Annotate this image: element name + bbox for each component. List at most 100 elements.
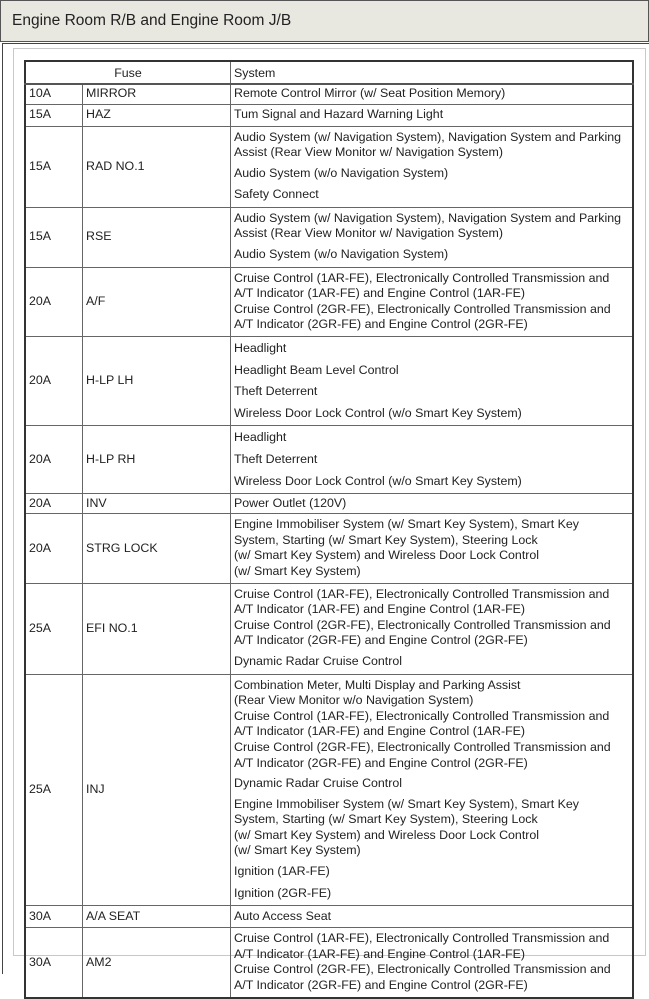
section-header: Engine Room R/B and Engine Room J/B bbox=[0, 0, 649, 42]
fuse-name: INJ bbox=[82, 673, 231, 907]
fuse-amperage: 20A bbox=[24, 425, 83, 495]
fuse-system: Engine Immobiliser System (w/ Smart Key … bbox=[230, 513, 634, 584]
system-line: (w/ Smart Key System) bbox=[234, 843, 361, 858]
table-row: 25A INJ Combination Meter, Multi Display a… bbox=[24, 673, 634, 907]
system-entry: Audio System (w/o Navigation System) bbox=[234, 244, 629, 266]
system-line: A/T Indicator (1AR-FE) and Engine Contro… bbox=[234, 946, 526, 961]
system-entry: Cruise Control (1AR-FE), Electronically … bbox=[234, 585, 629, 651]
system-entry: Audio System (w/ Navigation System), Nav… bbox=[234, 209, 629, 244]
fuse-system: Headlight Theft Deterrent Wireless Door Lo… bbox=[230, 425, 634, 495]
system-line: Cruise Control (1AR-FE), Electronically … bbox=[234, 931, 610, 946]
fuse-amperage: 25A bbox=[24, 582, 83, 675]
system-line: Power Outlet (120V) bbox=[234, 495, 347, 510]
system-line: Tum Signal and Hazard Warning Light bbox=[234, 107, 444, 122]
system-entry: Cruise Control (1AR-FE), Electronically … bbox=[234, 929, 629, 995]
system-line: (w/ Smart Key System) and Wireless Door … bbox=[234, 548, 540, 563]
system-line: A/T Indicator (1AR-FE) and Engine Contro… bbox=[234, 724, 526, 739]
content-panel bbox=[2, 43, 649, 974]
system-entry: Ignition (1AR-FE) bbox=[234, 861, 629, 883]
section-title: Engine Room R/B and Engine Room J/B bbox=[12, 12, 292, 29]
fuse-name: MIRROR bbox=[82, 83, 231, 105]
fuse-name: H-LP LH bbox=[82, 336, 231, 427]
system-line: Cruise Control (2GR-FE), Electronically … bbox=[234, 301, 611, 316]
system-line: A/T Indicator (2GR-FE) and Engine Contro… bbox=[234, 978, 528, 993]
system-entry: Tum Signal and Hazard Warning Light bbox=[234, 107, 629, 123]
system-line: Safety Connect bbox=[234, 187, 319, 202]
system-line: A/T Indicator (2GR-FE) and Engine Contro… bbox=[234, 633, 528, 648]
system-line: Ignition (1AR-FE) bbox=[234, 864, 330, 879]
fuse-amperage: 20A bbox=[24, 513, 83, 584]
system-line: Engine Immobiliser System (w/ Smart Key … bbox=[234, 796, 579, 811]
table-row: 25A EFI NO.1 Cruise Control (1AR-FE), Elec… bbox=[24, 582, 634, 675]
system-line: Cruise Control (2GR-FE), Electronically … bbox=[234, 962, 611, 977]
fuse-amperage: 20A bbox=[24, 493, 83, 515]
fuse-system: Tum Signal and Hazard Warning Light bbox=[230, 103, 634, 127]
system-line: A/T Indicator (2GR-FE) and Engine Contro… bbox=[234, 317, 528, 332]
system-entry: Headlight Beam Level Control bbox=[234, 360, 629, 382]
system-line: (w/ Smart Key System) and Wireless Door … bbox=[234, 827, 540, 842]
table-header-row: Fuse System bbox=[24, 60, 634, 85]
system-entry: Headlight bbox=[234, 427, 629, 449]
system-entry: Audio System (w/o Navigation System) bbox=[234, 163, 629, 185]
system-entry: Engine Immobiliser System (w/ Smart Key … bbox=[234, 795, 629, 861]
system-entry: Engine Immobiliser System (w/ Smart Key … bbox=[234, 515, 629, 581]
system-line: Assist (Rear View Monitor w/ Navigation … bbox=[234, 145, 504, 160]
system-line: Cruise Control (1AR-FE), Electronically … bbox=[234, 270, 610, 285]
system-entry: Theft Deterrent bbox=[234, 449, 629, 471]
table-row: 10A MIRROR Remote Control Mirror (w/ Seat … bbox=[24, 83, 634, 105]
system-entry: Wireless Door Lock Control (w/o Smart Ke… bbox=[234, 471, 629, 493]
fuse-system: Cruise Control (1AR-FE), Electronically … bbox=[230, 582, 634, 675]
system-entry: Cruise Control (1AR-FE), Electronically … bbox=[234, 269, 629, 335]
system-entry: Headlight bbox=[234, 338, 629, 360]
system-entry: Audio System (w/ Navigation System), Nav… bbox=[234, 128, 629, 163]
system-line: System, Starting (w/ Smart Key System), … bbox=[234, 532, 538, 547]
column-header-fuse: Fuse bbox=[24, 60, 231, 85]
system-line: A/T Indicator (1AR-FE) and Engine Contro… bbox=[234, 286, 526, 301]
system-line: System, Starting (w/ Smart Key System), … bbox=[234, 812, 538, 827]
system-line: Auto Access Seat bbox=[234, 908, 332, 923]
system-line: Headlight bbox=[234, 341, 287, 356]
system-entry: Dynamic Radar Cruise Control bbox=[234, 773, 629, 795]
system-line: Theft Deterrent bbox=[234, 384, 318, 399]
fuse-table: Fuse System 10A MIRROR Remote Control Mirr… bbox=[24, 60, 634, 999]
system-entry: Dynamic Radar Cruise Control bbox=[234, 651, 629, 673]
fuse-system: Audio System (w/ Navigation System), Nav… bbox=[230, 206, 634, 268]
system-line: Audio System (w/ Navigation System), Nav… bbox=[234, 129, 622, 144]
system-line: Assist (Rear View Monitor w/ Navigation … bbox=[234, 226, 504, 241]
column-header-system: System bbox=[230, 60, 634, 85]
system-entry: Safety Connect bbox=[234, 184, 629, 206]
system-entry: Wireless Door Lock Control (w/o Smart Ke… bbox=[234, 403, 629, 425]
fuse-name: RSE bbox=[82, 206, 231, 268]
system-line: (w/ Smart Key System) bbox=[234, 563, 361, 578]
table-row: 15A HAZ Tum Signal and Hazard Warning Ligh… bbox=[24, 103, 634, 127]
fuse-system: Audio System (w/ Navigation System), Nav… bbox=[230, 125, 634, 208]
system-line: Wireless Door Lock Control (w/o Smart Ke… bbox=[234, 405, 522, 420]
fuse-amperage: 10A bbox=[24, 83, 83, 105]
fuse-amperage: 30A bbox=[24, 905, 83, 929]
table-row: 15A RSE Audio System (w/ Navigation System… bbox=[24, 206, 634, 268]
fuse-name: EFI NO.1 bbox=[82, 582, 231, 675]
system-line: Headlight Beam Level Control bbox=[234, 362, 399, 377]
fuse-system: Combination Meter, Multi Display and Par… bbox=[230, 673, 634, 907]
system-line: Audio System (w/o Navigation System) bbox=[234, 165, 449, 180]
fuse-amperage: 15A bbox=[24, 206, 83, 268]
system-line: Wireless Door Lock Control (w/o Smart Ke… bbox=[234, 473, 522, 488]
fuse-amperage: 25A bbox=[24, 673, 83, 907]
system-line: Engine Immobiliser System (w/ Smart Key … bbox=[234, 517, 579, 532]
system-line: Cruise Control (1AR-FE), Electronically … bbox=[234, 708, 610, 723]
system-line: A/T Indicator (2GR-FE) and Engine Contro… bbox=[234, 755, 528, 770]
fuse-system: Remote Control Mirror (w/ Seat Position … bbox=[230, 83, 634, 105]
fuse-name: H-LP RH bbox=[82, 425, 231, 495]
fuse-system: Power Outlet (120V) bbox=[230, 493, 634, 515]
fuse-name: INV bbox=[82, 493, 231, 515]
system-line: Audio System (w/ Navigation System), Nav… bbox=[234, 210, 622, 225]
table-row: 20A H-LP LH Headlight Headlight Beam Level … bbox=[24, 336, 634, 427]
table-row: 20A STRG LOCK Engine Immobiliser System (w… bbox=[24, 513, 634, 584]
system-entry: Ignition (2GR-FE) bbox=[234, 883, 629, 905]
system-line: Headlight bbox=[234, 430, 287, 445]
system-line: Dynamic Radar Cruise Control bbox=[234, 776, 403, 791]
fuse-name: HAZ bbox=[82, 103, 231, 127]
system-line: A/T Indicator (1AR-FE) and Engine Contro… bbox=[234, 602, 526, 617]
system-line: (Rear View Monitor w/o Navigation System… bbox=[234, 693, 474, 708]
table-row: 30A A/A SEAT Auto Access Seat bbox=[24, 905, 634, 929]
